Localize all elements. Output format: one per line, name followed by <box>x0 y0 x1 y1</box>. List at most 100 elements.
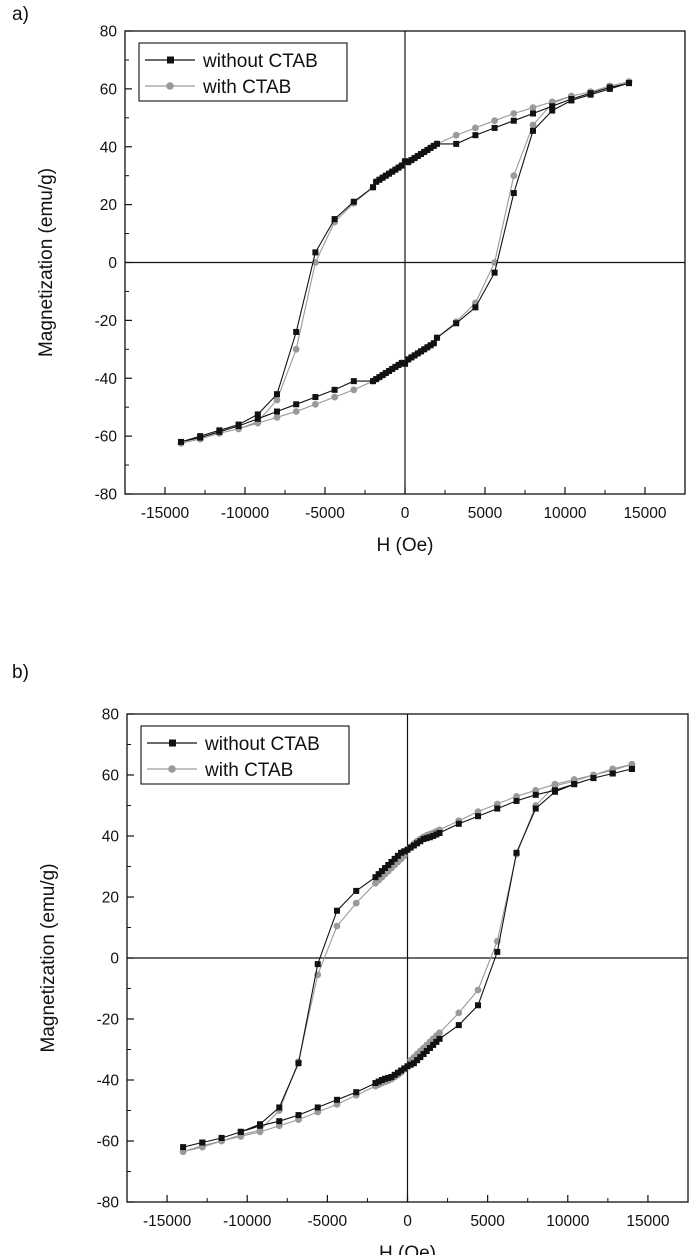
data-point-without-ctab <box>389 365 396 372</box>
data-point-without-ctab <box>475 1002 482 1009</box>
y-axis-label: Magnetization (emu/g) <box>38 863 59 1052</box>
data-point-without-ctab <box>372 1080 379 1087</box>
data-point-without-ctab <box>455 820 462 827</box>
data-point-without-ctab <box>382 370 389 377</box>
data-point-without-ctab <box>388 1073 395 1080</box>
data-point-without-ctab <box>430 833 437 839</box>
data-point-without-ctab <box>424 146 431 153</box>
x-tick-label: 5000 <box>470 1213 505 1230</box>
x-tick-label: 15000 <box>626 1213 669 1230</box>
data-point-without-ctab <box>417 838 424 845</box>
data-point-without-ctab <box>376 374 383 381</box>
data-point-without-ctab <box>494 948 501 955</box>
data-point-without-ctab <box>235 422 242 429</box>
data-point-without-ctab <box>218 1134 225 1141</box>
data-point-without-ctab <box>398 849 405 856</box>
data-point-without-ctab <box>436 1035 443 1042</box>
data-point-without-ctab <box>426 1044 433 1051</box>
data-point-without-ctab <box>475 813 482 820</box>
data-point-without-ctab <box>436 829 443 836</box>
y-tick-label: 80 <box>102 707 120 724</box>
data-point-without-ctab <box>373 178 380 185</box>
data-point-with-ctab <box>472 124 479 132</box>
data-point-with-ctab <box>491 117 498 125</box>
data-point-without-ctab <box>530 127 536 134</box>
data-point-without-ctab <box>568 97 575 104</box>
data-point-without-ctab <box>453 140 460 147</box>
data-point-with-ctab <box>452 131 460 139</box>
data-point-without-ctab <box>549 107 556 114</box>
data-point-without-ctab <box>375 1078 382 1085</box>
data-point-without-ctab <box>424 344 431 351</box>
data-point-without-ctab <box>353 1089 360 1096</box>
data-point-without-ctab <box>405 356 412 363</box>
y-tick-label: 80 <box>100 24 118 41</box>
data-point-with-ctab <box>352 899 360 907</box>
data-point-without-ctab <box>382 1075 389 1082</box>
data-point-without-ctab <box>395 164 402 171</box>
y-tick-label: 20 <box>100 197 118 214</box>
legend-box <box>140 725 350 785</box>
data-point-without-ctab <box>350 198 357 205</box>
data-point-without-ctab <box>513 849 520 856</box>
legend-marker-circle <box>168 765 176 773</box>
data-point-without-ctab <box>626 80 632 87</box>
data-point-without-ctab <box>199 1139 206 1146</box>
panel-b: b) -80 -60 -40 -20 0 20 40 60 80 -15000 -10000 -500… <box>0 620 691 1255</box>
data-point-without-ctab <box>423 835 430 842</box>
data-point-without-ctab <box>257 1121 264 1128</box>
data-point-without-ctab <box>410 1060 417 1067</box>
data-point-with-ctab <box>529 104 537 112</box>
data-point-without-ctab <box>407 1061 414 1068</box>
data-point-with-ctab <box>510 110 518 117</box>
data-point-without-ctab <box>392 166 399 173</box>
data-point-without-ctab <box>453 320 460 327</box>
y-tick-label: 60 <box>102 768 120 785</box>
data-point-without-ctab <box>510 117 517 124</box>
panel-label: a) <box>12 4 29 25</box>
legend-label: with CTAB <box>202 77 291 98</box>
data-point-without-ctab <box>295 1112 302 1119</box>
y-tick-label: -60 <box>95 429 118 446</box>
data-point-without-ctab <box>388 858 395 865</box>
data-point-without-ctab <box>606 85 613 92</box>
data-point-without-ctab <box>314 1104 321 1111</box>
x-tick-label: 10000 <box>543 505 586 522</box>
y-tick-label: 0 <box>110 951 119 968</box>
data-point-without-ctab <box>312 249 319 256</box>
data-point-with-ctab <box>273 413 281 421</box>
legend-label: without CTAB <box>204 734 320 755</box>
data-point-without-ctab <box>398 1067 405 1074</box>
data-point-without-ctab <box>494 805 501 812</box>
panel-a: a) -80 -60 -40 -20 0 20 40 60 80 -15000 -10000 -500… <box>0 0 691 590</box>
data-point-without-ctab <box>628 765 635 772</box>
data-point-without-ctab <box>391 1071 398 1078</box>
data-point-with-ctab <box>331 393 338 401</box>
data-point-without-ctab <box>254 415 261 422</box>
x-tick-label: -5000 <box>308 1213 348 1230</box>
data-point-without-ctab <box>370 184 376 191</box>
data-point-without-ctab <box>530 110 536 117</box>
hysteresis-chart-b: -80 -60 -40 -20 0 20 40 60 80 -15000 -10000 -5000 0 5… <box>38 707 689 1255</box>
data-point-without-ctab <box>276 1104 283 1111</box>
y-tick-label: -80 <box>95 487 118 504</box>
x-tick-label: -10000 <box>221 505 270 522</box>
data-point-without-ctab <box>411 352 418 359</box>
hysteresis-chart-a: -80 -60 -40 -20 0 20 40 60 80 -15000 -10000 -5000 0 5… <box>36 24 686 556</box>
data-point-without-ctab <box>178 438 184 445</box>
x-tick-label: 5000 <box>468 505 503 522</box>
data-point-without-ctab <box>405 159 412 166</box>
data-point-without-ctab <box>423 1048 430 1055</box>
data-point-without-ctab <box>274 391 280 398</box>
x-tick-label: -10000 <box>223 1213 272 1230</box>
data-point-without-ctab <box>491 124 498 131</box>
data-point-without-ctab <box>407 844 414 851</box>
data-point-without-ctab <box>398 162 405 169</box>
x-tick-label: -15000 <box>141 505 190 522</box>
data-point-without-ctab <box>421 346 428 353</box>
data-point-without-ctab <box>410 842 417 849</box>
y-tick-label: -40 <box>95 371 118 388</box>
y-tick-label: -20 <box>97 1012 120 1029</box>
data-point-without-ctab <box>513 797 520 804</box>
data-point-without-ctab <box>237 1128 244 1135</box>
